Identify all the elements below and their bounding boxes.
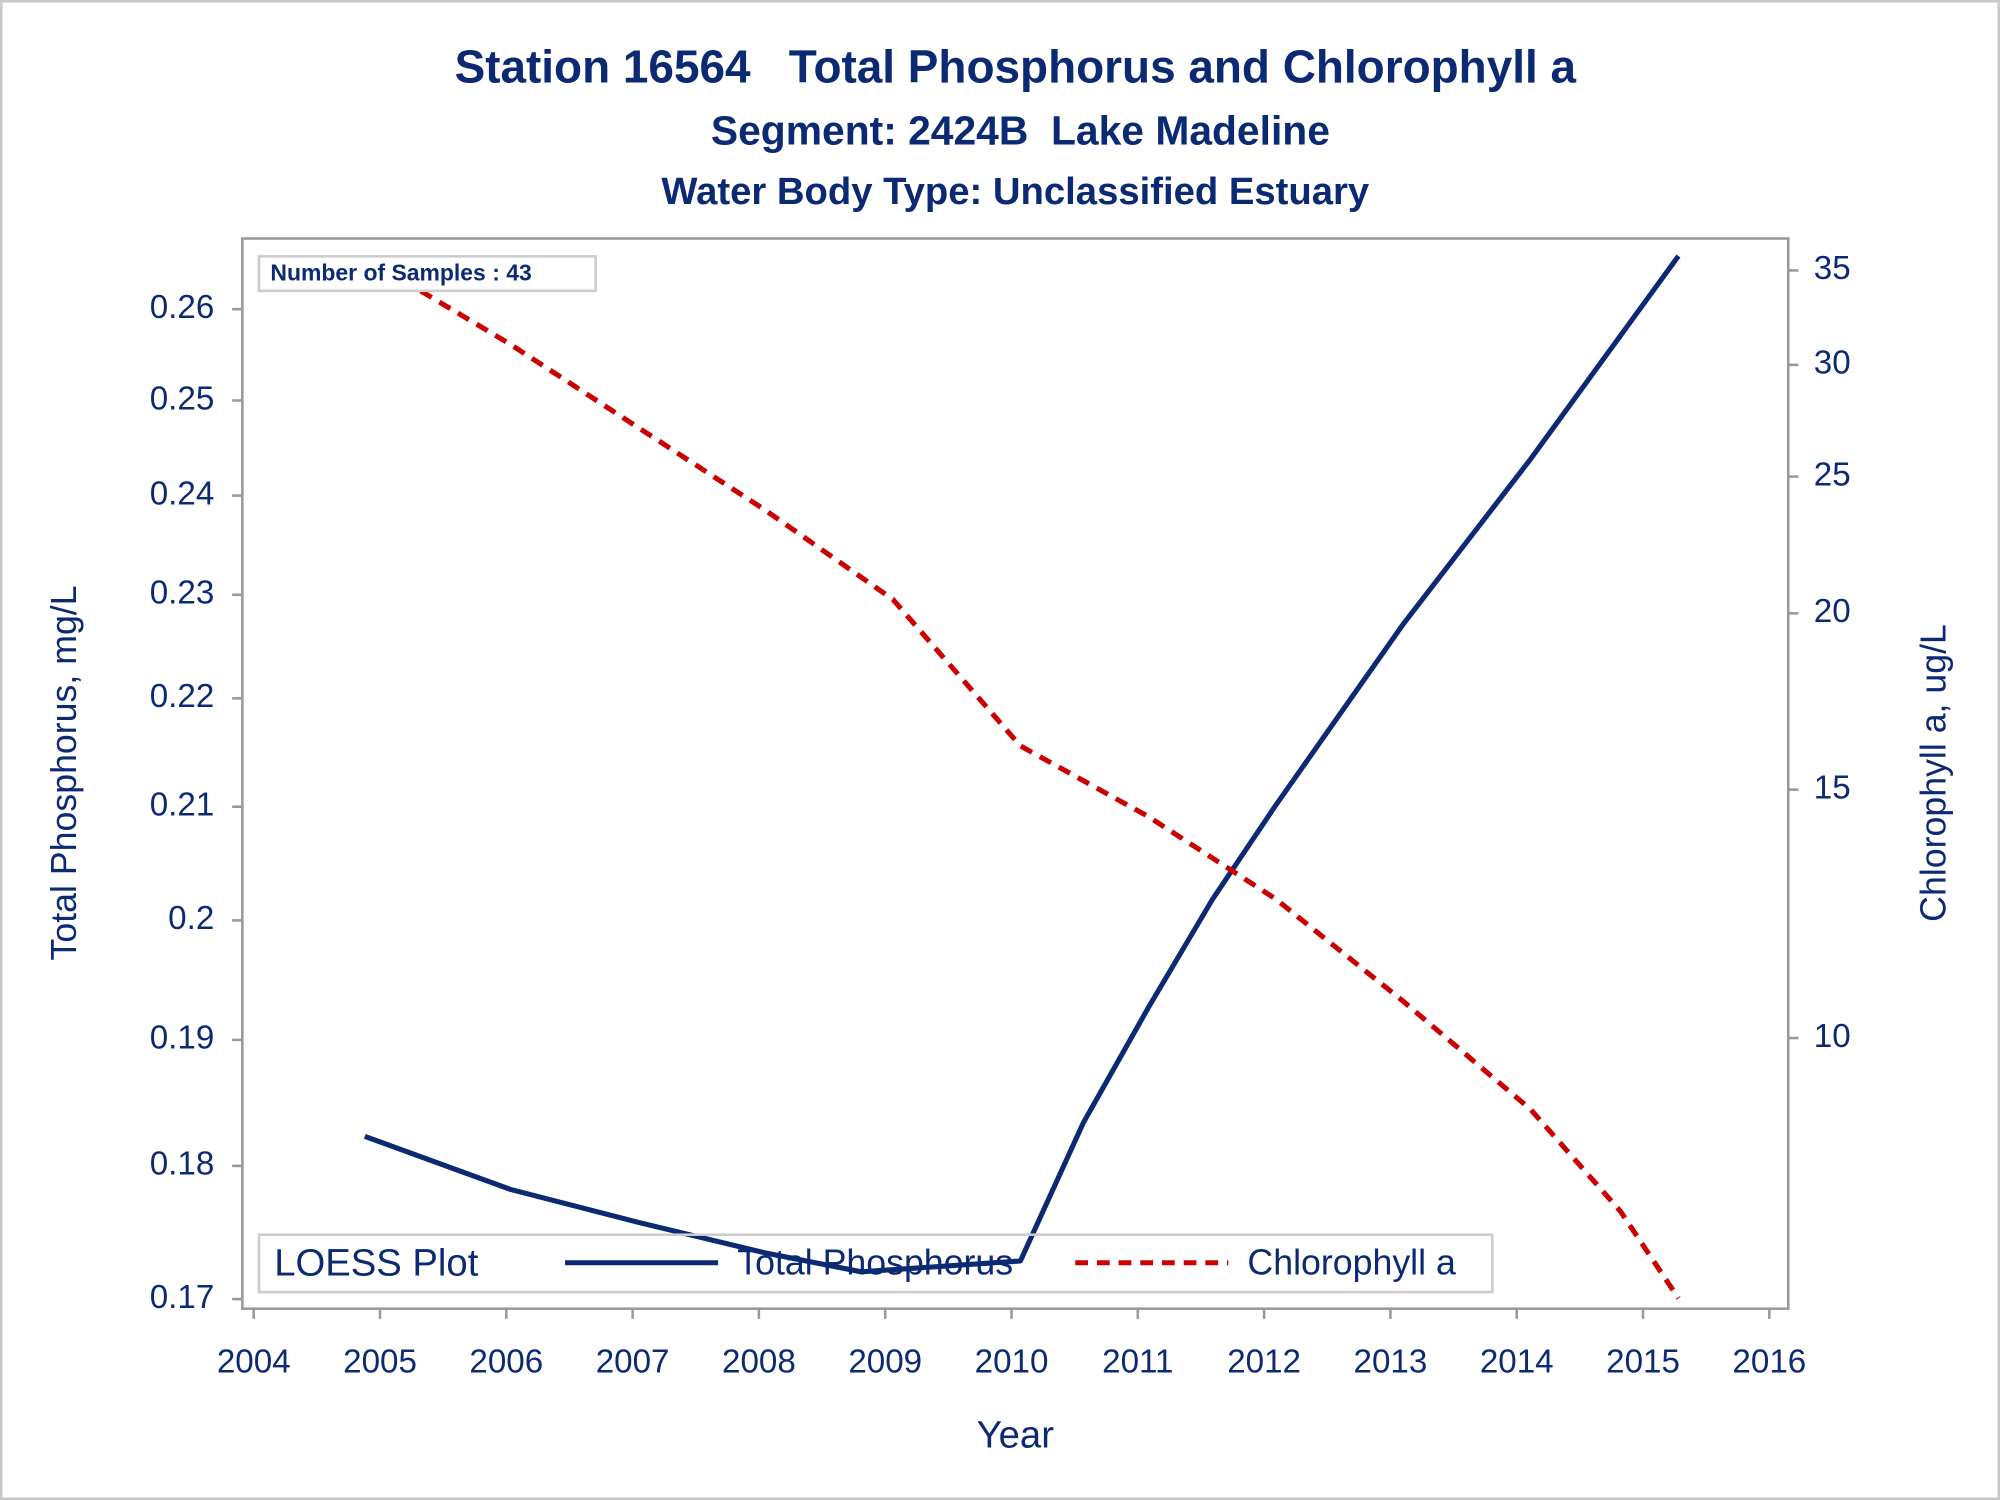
x-tick-label: 2009 bbox=[848, 1343, 922, 1380]
x-tick-label: 2010 bbox=[975, 1343, 1049, 1380]
subtitle: Water Body Type: Unclassified Estuary bbox=[661, 170, 1370, 213]
y2-tick-label: 10 bbox=[1814, 1018, 1851, 1055]
x-tick-label: 2012 bbox=[1227, 1343, 1301, 1380]
x-tick-label: 2015 bbox=[1606, 1343, 1680, 1380]
y-axis-label: Total Phosphorus, mg/L bbox=[44, 585, 84, 960]
y-tick-label: 0.18 bbox=[150, 1146, 215, 1183]
x-tick-label: 2004 bbox=[217, 1343, 291, 1380]
x-tick-label: 2006 bbox=[469, 1343, 543, 1380]
x-tick-label: 2007 bbox=[596, 1343, 670, 1380]
y-tick-label: 0.19 bbox=[150, 1020, 215, 1057]
y2-tick-label: 35 bbox=[1814, 250, 1851, 287]
subtitle: Segment: 2424B Lake Madeline bbox=[711, 108, 1330, 154]
x-tick-label: 2013 bbox=[1354, 1343, 1428, 1380]
legend-label: Total Phosphorus bbox=[737, 1243, 1013, 1283]
y-tick-label: 0.23 bbox=[150, 575, 215, 612]
y-tick-label: 0.25 bbox=[150, 380, 215, 417]
x-tick-label: 2011 bbox=[1102, 1343, 1173, 1380]
y2-axis-label: Chlorophyll a, ug/L bbox=[1914, 624, 1954, 922]
y2-tick-label: 15 bbox=[1814, 769, 1851, 806]
chart-title: Station 16564 Total Phosphorus and Chlor… bbox=[455, 40, 1577, 92]
y2-tick-label: 30 bbox=[1814, 345, 1851, 382]
x-tick-label: 2014 bbox=[1480, 1343, 1554, 1380]
y-tick-label: 0.2 bbox=[168, 900, 214, 937]
y-tick-label: 0.24 bbox=[150, 475, 215, 512]
legend-box bbox=[257, 1233, 1494, 1294]
data-line bbox=[363, 255, 1681, 1300]
y-tick-label: 0.21 bbox=[150, 786, 215, 823]
y-tick-label: 0.22 bbox=[150, 678, 215, 715]
x-tick-label: 2005 bbox=[343, 1343, 417, 1380]
legend-title: LOESS Plot bbox=[274, 1241, 478, 1284]
data-line bbox=[363, 254, 1681, 1275]
y-tick-label: 0.17 bbox=[150, 1279, 215, 1316]
x-tick-label: 2016 bbox=[1732, 1343, 1806, 1380]
y2-tick-label: 25 bbox=[1814, 456, 1851, 493]
x-tick-label: 2008 bbox=[722, 1343, 796, 1380]
annotation-box bbox=[257, 255, 597, 293]
legend-label: Chlorophyll a bbox=[1247, 1243, 1456, 1283]
y-tick-label: 0.26 bbox=[150, 289, 215, 326]
plot-area bbox=[241, 237, 1790, 1310]
x-axis-label: Year bbox=[977, 1414, 1055, 1457]
annotation: Number of Samples : 43 bbox=[270, 259, 531, 285]
y2-tick-label: 20 bbox=[1814, 593, 1851, 630]
